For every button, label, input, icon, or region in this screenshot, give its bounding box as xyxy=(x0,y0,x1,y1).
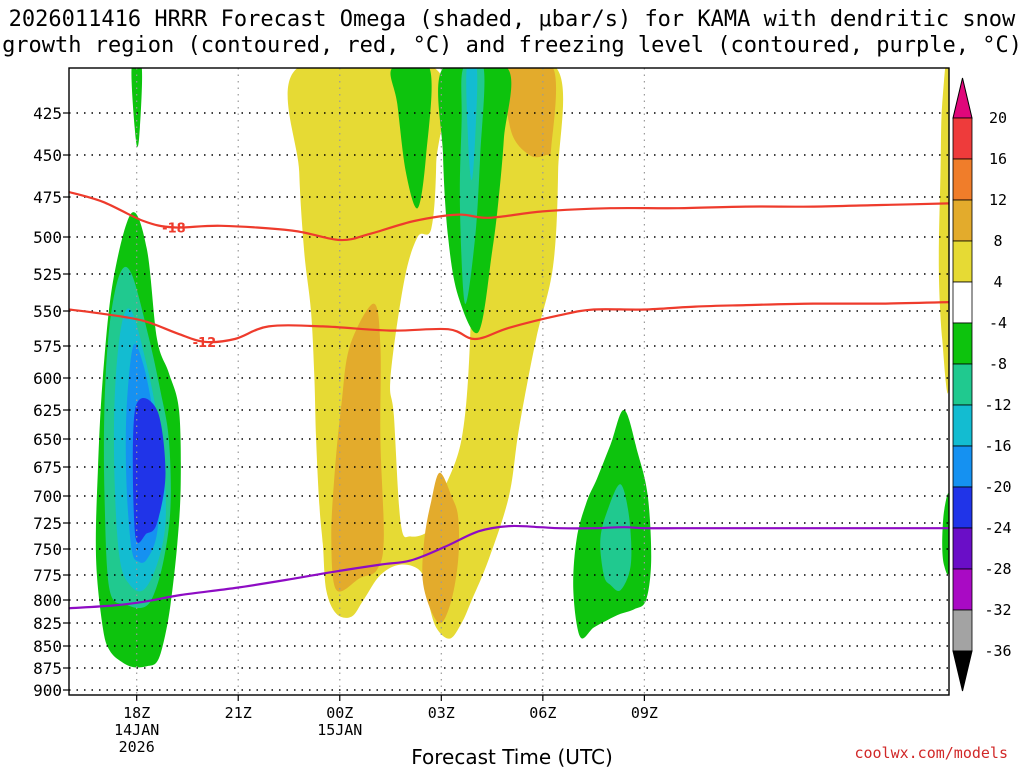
colorbar-label--4: -4 xyxy=(989,314,1007,332)
omega-region-east-edge-descent-4 xyxy=(938,68,949,394)
gridlines xyxy=(69,68,949,695)
y-tick-label-725: 725 xyxy=(33,514,62,533)
colorbar-bin-8-12 xyxy=(952,199,973,242)
contour-dgz-minus12 xyxy=(69,301,949,344)
colorbar-label--8: -8 xyxy=(989,355,1007,373)
y-tick-label-525: 525 xyxy=(33,265,62,284)
colorbar-top-arrow xyxy=(952,77,973,119)
y-tick-label-825: 825 xyxy=(33,614,62,633)
y-tick-label-850: 850 xyxy=(33,637,62,656)
y-tick-label-500: 500 xyxy=(33,228,62,247)
y-tick-label-475: 475 xyxy=(33,188,62,207)
y-tick-label-675: 675 xyxy=(33,458,62,477)
colorbar-label-20: 20 xyxy=(989,109,1007,127)
y-tick-label-425: 425 xyxy=(33,104,62,123)
x-tick-label-06Z-0: 06Z xyxy=(529,704,556,722)
omega-region-west-ascent-24 xyxy=(132,398,166,543)
colorbar-label--28: -28 xyxy=(984,560,1011,578)
contour-freezing-level xyxy=(69,524,949,610)
contour-lines: -18 -12 xyxy=(69,190,949,610)
omega-region-column-ascent-16 xyxy=(466,68,478,181)
x-tick-label-18Z-0: 18Z xyxy=(123,704,150,722)
colorbar-bin--20--16 xyxy=(952,445,973,488)
x-tick-label-18Z-1: 14JAN xyxy=(114,721,159,739)
colorbar: 20 16 12 8 4 -4 -8 -12 -16 -20 -24 -28 -32 -36 xyxy=(952,77,1012,692)
colorbar-label-8: 8 xyxy=(993,232,1002,250)
x-tick-label-00Z-1: 15JAN xyxy=(317,721,362,739)
x-tick-label-18Z-2: 2026 xyxy=(119,738,155,756)
y-tick-label-900: 900 xyxy=(33,681,62,700)
omega-shading-layer xyxy=(95,68,949,668)
colorbar-label--32: -32 xyxy=(984,601,1011,619)
colorbar-bin--36--32 xyxy=(952,609,973,652)
colorbar-label-4: 4 xyxy=(993,273,1002,291)
colorbar-bin--8--4 xyxy=(952,322,973,365)
colorbar-bin-16-20 xyxy=(952,117,973,160)
axes: 425 450 475 500 525 550 575 600 625 650 675 700 725 7… xyxy=(33,104,658,756)
omega-region-upper-ascent-8 xyxy=(390,68,432,209)
colorbar-label-16: 16 xyxy=(989,150,1007,168)
y-tick-label-800: 800 xyxy=(33,591,62,610)
omega-region-northeast-descent-8 xyxy=(504,68,557,158)
colorbar-label--12: -12 xyxy=(984,396,1011,414)
y-tick-label-575: 575 xyxy=(33,337,62,356)
colorbar-bin--28--24 xyxy=(952,527,973,570)
colorbar-bin--16--12 xyxy=(952,404,973,447)
colorbar-label--36: -36 xyxy=(984,642,1011,660)
colorbar-label--16: -16 xyxy=(984,437,1011,455)
omega-region-southeast-ascent-12 xyxy=(600,484,632,592)
contour-label-dgz-minus12: -12 xyxy=(193,336,217,351)
ground-layer xyxy=(69,696,949,704)
colorbar-bin--32--28 xyxy=(952,568,973,611)
omega-region-east-edge-ascent-8 xyxy=(942,493,949,575)
x-tick-label-03Z-0: 03Z xyxy=(428,704,455,722)
x-axis-title: Forecast Time (UTC) xyxy=(411,745,613,769)
y-tick-label-600: 600 xyxy=(33,369,62,388)
colorbar-bin--12--8 xyxy=(952,363,973,406)
y-tick-label-875: 875 xyxy=(33,659,62,678)
y-tick-label-700: 700 xyxy=(33,487,62,506)
ground-band xyxy=(69,696,949,704)
omega-region-center-descent-8 xyxy=(331,303,384,592)
y-tick-label-750: 750 xyxy=(33,540,62,559)
colorbar-bottom-arrow xyxy=(952,650,973,692)
y-tick-label-450: 450 xyxy=(33,146,62,165)
x-tick-label-00Z-0: 00Z xyxy=(326,704,353,722)
chart-title-line-1: 2026011416 HRRR Forecast Omega (shaded, … xyxy=(8,7,1016,32)
omega-region-column-ascent-12 xyxy=(459,68,485,304)
plot-frame xyxy=(68,67,950,696)
contour-label-dgz-minus18: -18 xyxy=(162,221,186,236)
colorbar-label-12: 12 xyxy=(989,191,1007,209)
colorbar-bin-12-16 xyxy=(952,158,973,201)
y-tick-label-775: 775 xyxy=(33,566,62,585)
y-tick-label-550: 550 xyxy=(33,302,62,321)
colorbar-label--24: -24 xyxy=(984,519,1011,537)
colorbar-bin-4-8 xyxy=(952,240,973,283)
x-tick-label-21Z-0: 21Z xyxy=(225,704,252,722)
colorbar-bin--24--20 xyxy=(952,486,973,529)
colorbar-bin--4-4 xyxy=(952,281,973,324)
chart-title-line-2: growth region (contoured, red, °C) and f… xyxy=(2,33,1022,58)
contour-dgz-minus18 xyxy=(69,190,949,242)
colorbar-label--20: -20 xyxy=(984,478,1011,496)
credit-text: coolwx.com/models xyxy=(854,744,1008,762)
x-tick-label-09Z-0: 09Z xyxy=(631,704,658,722)
y-tick-label-650: 650 xyxy=(33,430,62,449)
y-tick-label-625: 625 xyxy=(33,401,62,420)
